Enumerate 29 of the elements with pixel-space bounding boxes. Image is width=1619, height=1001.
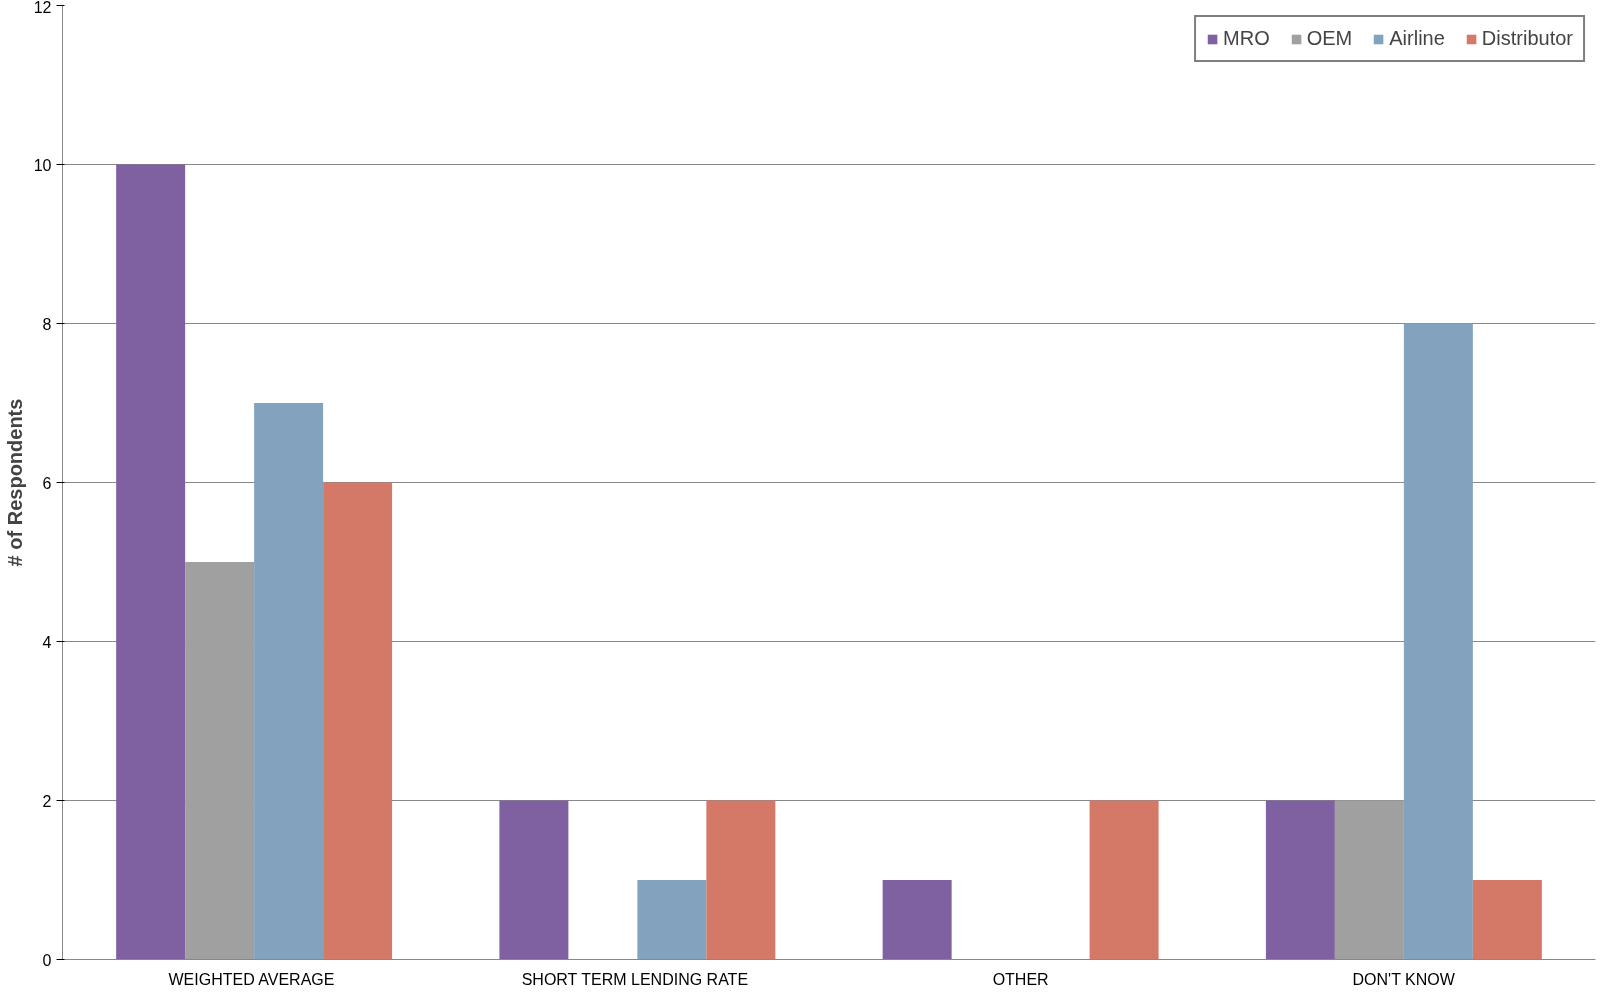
y-axis-title: # of Respondents bbox=[3, 398, 26, 567]
bar bbox=[185, 562, 255, 960]
y-tick-label: 8 bbox=[42, 315, 52, 333]
bar bbox=[706, 800, 776, 960]
bar bbox=[254, 403, 324, 960]
y-tick-label: 2 bbox=[42, 792, 52, 810]
x-tick-label: SHORT TERM LENDING RATE bbox=[521, 970, 749, 988]
bar bbox=[1265, 800, 1335, 960]
y-tick-label: 6 bbox=[42, 474, 52, 492]
legend-label: Distributor bbox=[1481, 27, 1573, 50]
y-tick-label: 0 bbox=[42, 951, 52, 969]
bar bbox=[116, 164, 186, 960]
legend-label: Airline bbox=[1389, 27, 1445, 50]
bar bbox=[1472, 880, 1542, 960]
bar bbox=[1403, 323, 1473, 960]
x-tick-label: DON'T KNOW bbox=[1352, 970, 1456, 988]
bar bbox=[882, 880, 952, 960]
bar bbox=[1334, 800, 1404, 960]
y-tick-label: 10 bbox=[33, 156, 52, 174]
legend-label: MRO bbox=[1223, 27, 1270, 50]
y-tick-label: 12 bbox=[33, 0, 52, 16]
x-tick-label: WEIGHTED AVERAGE bbox=[168, 970, 335, 988]
bar bbox=[499, 800, 569, 960]
x-tick-label: OTHER bbox=[992, 970, 1049, 988]
bar bbox=[637, 880, 707, 960]
legend-label: OEM bbox=[1306, 27, 1353, 50]
y-tick-label: 4 bbox=[42, 633, 52, 651]
bar bbox=[1089, 800, 1159, 960]
bar bbox=[323, 482, 393, 960]
